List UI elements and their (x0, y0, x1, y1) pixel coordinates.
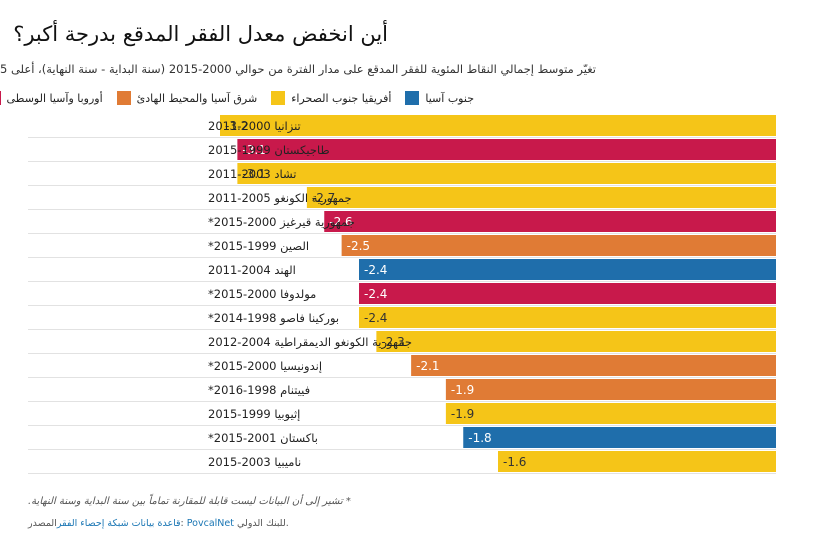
category-label: بوركينا فاصو 1998-2014* (208, 311, 339, 326)
category-label: مولدوفا 2000-2015* (208, 287, 316, 302)
source-line: قاعدة بيانات شبكة إحصاء الفقرالمصدر: Pov… (28, 518, 289, 529)
category-label: تشاد 2003-2011 (208, 167, 296, 181)
source-link-database[interactable]: قاعدة بيانات شبكة إحصاء الفقر (56, 518, 181, 529)
bar (445, 379, 776, 400)
bar (376, 331, 776, 352)
bar-value-label: -1.8 (468, 431, 491, 445)
bar-value-label: -2.6 (329, 215, 352, 229)
legend-item: أوروبا وآسيا الوسطى (0, 90, 103, 106)
legend-item: أفريقيا جنوب الصحراء (271, 90, 391, 106)
category-label: الهند 2004-2011 (208, 263, 296, 277)
legend-swatch (116, 91, 131, 105)
legend-item: شرق آسيا والمحيط الهادئ (116, 90, 258, 106)
category-label: باكستان 2001-2015* (208, 431, 318, 445)
legend-label: جنوب آسيا (425, 91, 474, 105)
bar (341, 235, 776, 256)
source-prefix: المصدر: (28, 518, 187, 529)
category-label: جمهورية الكونغو 2005-2011 (208, 191, 352, 206)
category-label: إثيوبيا 1999-2015 (208, 407, 300, 422)
bar-value-label: -1.9 (451, 383, 474, 397)
bar (324, 211, 776, 232)
category-label: جمهورية الكونغو الديمقراطية 2004-2012 (208, 335, 412, 350)
category-label: جمهورية قيرغيز 2000-2015* (208, 215, 355, 230)
category-label: ناميبيا 2003-2015 (208, 455, 301, 469)
bar-value-label: -2.5 (347, 239, 370, 253)
legend-label: أوروبا وآسيا الوسطى (6, 91, 103, 105)
bar (411, 355, 776, 376)
bar (463, 427, 776, 448)
category-label: تنزانيا 2000-2011 (208, 119, 301, 134)
bar (237, 139, 776, 160)
chart-title: أين انخفض معدل الفقر المدقع بدرجة أكبر؟ (13, 22, 388, 46)
bar (220, 115, 776, 136)
legend-label: أفريقيا جنوب الصحراء (291, 91, 392, 105)
legend: أوروبا وآسيا الوسطى شرق آسيا والمحيط الها… (0, 90, 474, 106)
bar-value-label: -2.7 (312, 191, 335, 205)
bar-value-label: -2.4 (364, 287, 387, 301)
category-label: طاجيكستان 1999-2015 (208, 143, 330, 157)
category-label: إندونيسيا 2000-2015* (208, 359, 322, 374)
bar-value-label: -2.4 (364, 263, 387, 277)
bar (445, 403, 776, 424)
legend-item: جنوب آسيا (405, 90, 474, 106)
bar (498, 451, 776, 472)
legend-swatch (271, 91, 286, 105)
legend-swatch (0, 91, 1, 105)
bar (359, 307, 776, 328)
bar-value-label: -3.1 (242, 143, 265, 157)
bar-value-label: -1.6 (503, 455, 526, 469)
bar-value-label: -2.3 (381, 335, 404, 349)
category-label: الصين 1999-2015* (208, 239, 309, 254)
bar-value-label: -2.1 (416, 359, 439, 373)
legend-label: شرق آسيا والمحيط الهادئ (136, 91, 258, 105)
category-label: فييتنام 1998-2016* (208, 383, 310, 397)
source-link-povcalnet[interactable]: PovcalNet (186, 518, 234, 529)
bar-value-label: -2.4 (364, 311, 387, 325)
bar (359, 259, 776, 280)
legend-swatch (405, 91, 420, 105)
bar (237, 163, 776, 184)
chart-subtitle: تغيّر متوسط إجمالي النقاط المئوية للفقر … (0, 62, 596, 76)
bar-value-label: -3.2 (225, 119, 248, 133)
bar (359, 283, 776, 304)
bar (306, 187, 776, 208)
source-suffix: للبنك الدولي. (233, 518, 289, 529)
bar-value-label: -1.9 (451, 407, 474, 421)
bar-value-label: -3.1 (242, 167, 265, 181)
footnote: * تشير إلى أن البيانات ليست قابلة للمقار… (28, 496, 351, 507)
